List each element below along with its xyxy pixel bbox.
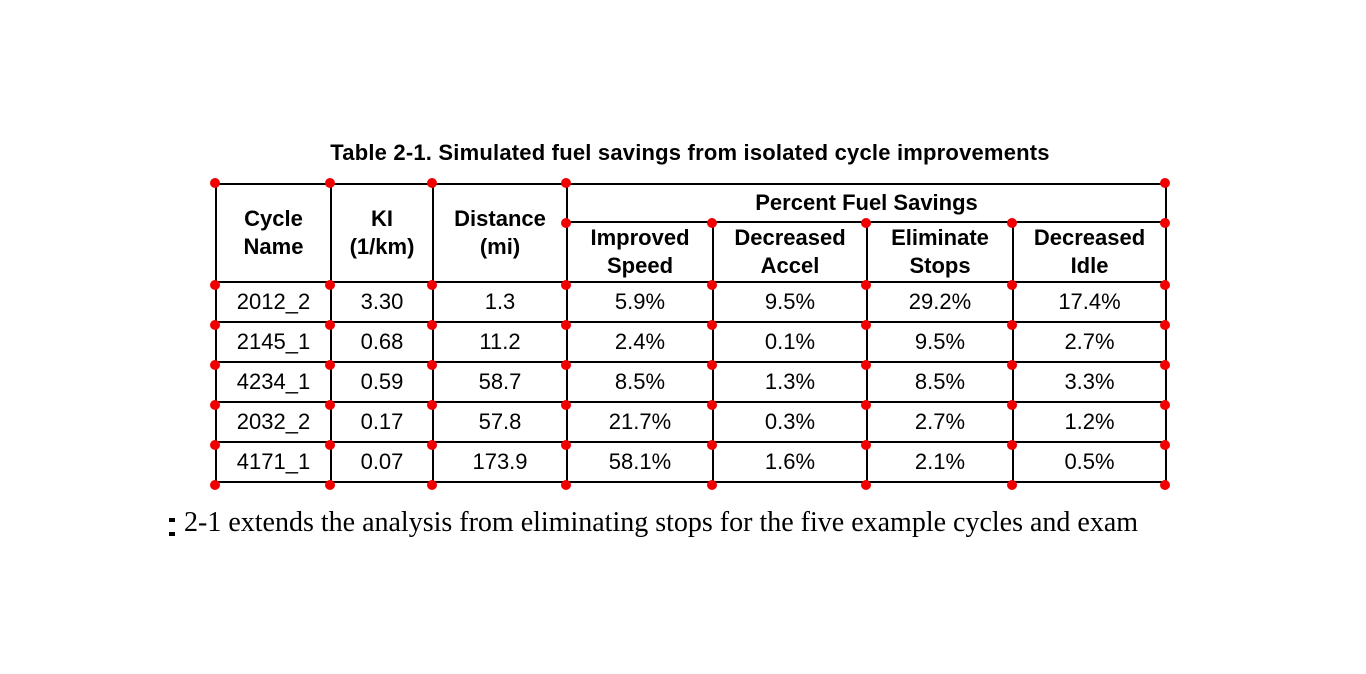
header-improved-speed: Improved Speed xyxy=(566,221,714,283)
header-decreased-accel: Decreased Accel xyxy=(712,221,868,283)
table-cell: 2.7% xyxy=(1011,321,1168,363)
table-cell: 0.5% xyxy=(1011,441,1168,483)
header-ki: KI (1/km) xyxy=(330,183,434,283)
table-cell: 0.68 xyxy=(330,321,434,363)
table-caption: Table 2-1. Simulated fuel savings from i… xyxy=(330,140,1050,165)
table-cell: 2032_2 xyxy=(215,401,332,443)
header-percent-fuel-savings: Percent Fuel Savings xyxy=(565,183,1168,223)
table-cell: 0.59 xyxy=(330,361,434,403)
table-cell: 8.5% xyxy=(566,361,714,403)
table-cell: 1.6% xyxy=(712,441,868,483)
table-cell: 9.5% xyxy=(712,281,868,323)
header-decreased-idle: Decreased Idle xyxy=(1011,221,1168,283)
table-cell: 29.2% xyxy=(866,281,1014,323)
table-cell: 8.5% xyxy=(866,361,1014,403)
table-cell: 21.7% xyxy=(566,401,714,443)
table-cell: 173.9 xyxy=(432,441,568,483)
table-cell: 1.3 xyxy=(432,281,568,323)
table-cell: 0.17 xyxy=(330,401,434,443)
table-cell: 9.5% xyxy=(866,321,1014,363)
table-cell: 0.3% xyxy=(712,401,868,443)
table-cell: 2.4% xyxy=(566,321,714,363)
table-row: 2032_2 0.17 57.8 21.7% 0.3% 2.7% 1.2% xyxy=(215,401,1168,443)
table-cell: 58.1% xyxy=(566,441,714,483)
table-cell: 4234_1 xyxy=(215,361,332,403)
header-cycle-name: Cycle Name xyxy=(215,183,332,283)
table-subheader-row: Improved Speed Decreased Accel Eliminate… xyxy=(216,221,1168,283)
table-cell: 5.9% xyxy=(566,281,714,323)
table-cell: 58.7 xyxy=(432,361,568,403)
table-cell: 3.30 xyxy=(330,281,434,323)
table-cell: 1.3% xyxy=(712,361,868,403)
table-cell: 2145_1 xyxy=(215,321,332,363)
table-cell: 1.2% xyxy=(1011,401,1168,443)
table-header-row: Cycle Name KI (1/km) Distance (mi) Perce… xyxy=(215,183,1168,283)
fuel-savings-table: Cycle Name KI (1/km) Distance (mi) Perce… xyxy=(215,183,1168,483)
table-cell: 17.4% xyxy=(1011,281,1168,323)
table-cell: 0.1% xyxy=(712,321,868,363)
table-row: 4234_1 0.59 58.7 8.5% 1.3% 8.5% 3.3% xyxy=(215,361,1168,403)
header-eliminate-stops: Eliminate Stops xyxy=(866,221,1014,283)
header-distance: Distance (mi) xyxy=(432,183,568,283)
table-cell: 57.8 xyxy=(432,401,568,443)
table-cell: 2012_2 xyxy=(215,281,332,323)
table-cell: 2.1% xyxy=(866,441,1014,483)
table-row: 2145_1 0.68 11.2 2.4% 0.1% 9.5% 2.7% xyxy=(215,321,1168,363)
table-cell: 3.3% xyxy=(1011,361,1168,403)
body-text-fragment: 2-1 extends the analysis from eliminatin… xyxy=(184,507,1139,538)
table-cell: 2.7% xyxy=(866,401,1014,443)
table-cell: 0.07 xyxy=(330,441,434,483)
table-row: 2012_2 3.30 1.3 5.9% 9.5% 29.2% 17.4% xyxy=(215,281,1168,323)
table-cell: 11.2 xyxy=(432,321,568,363)
table-row: 4171_1 0.07 173.9 58.1% 1.6% 2.1% 0.5% xyxy=(215,441,1168,483)
table-cell: 4171_1 xyxy=(215,441,332,483)
